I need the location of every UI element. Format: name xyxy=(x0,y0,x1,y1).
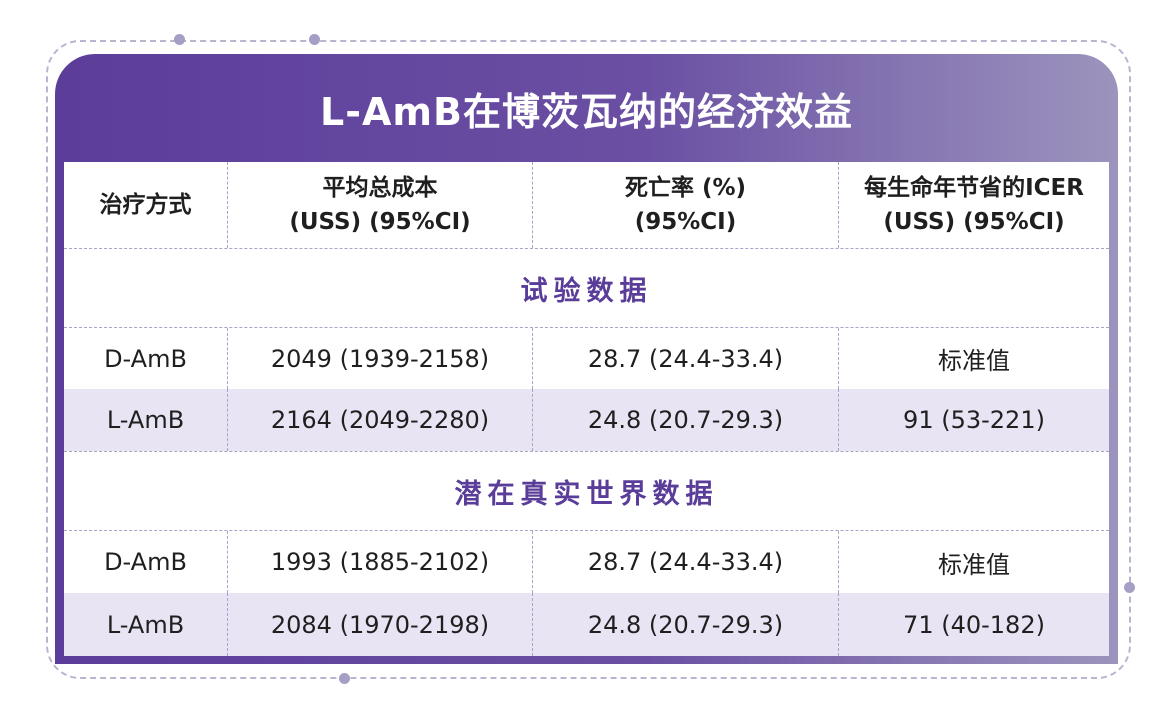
table-header-row: 治疗方式 平均总成本 (USS) (95%CI) 死亡率 (%) (95%CI)… xyxy=(64,162,1109,248)
cell-mortality: 28.7 (24.4-33.4) xyxy=(532,531,838,593)
header-cost-line1: 平均总成本 xyxy=(322,175,438,201)
divider xyxy=(64,530,1109,531)
divider xyxy=(64,451,1109,452)
section-title-real-world: 潜在真实世界数据 xyxy=(454,478,719,510)
table-row: L-AmB 2164 (2049-2280) 24.8 (20.7-29.3) … xyxy=(64,389,1109,451)
data-table: 治疗方式 平均总成本 (USS) (95%CI) 死亡率 (%) (95%CI)… xyxy=(64,162,1109,656)
divider xyxy=(64,248,1109,249)
decorative-dashed-frame xyxy=(46,40,1131,679)
cell-cost: 1993 (1885-2102) xyxy=(227,531,532,593)
header-mortality-line2: (95%CI) xyxy=(634,209,737,235)
decorative-dot xyxy=(1124,582,1135,593)
cell-cost: 2084 (1970-2198) xyxy=(227,593,532,656)
header-mortality: 死亡率 (%) (95%CI) xyxy=(532,162,838,248)
economic-benefit-card: L-AmB在博茨瓦纳的经济效益 治疗方式 平均总成本 (USS) (95%CI)… xyxy=(55,54,1118,664)
table-row: D-AmB 2049 (1939-2158) 28.7 (24.4-33.4) … xyxy=(64,328,1109,389)
cell-cost: 2164 (2049-2280) xyxy=(227,389,532,451)
cell-treatment: D-AmB xyxy=(104,548,187,576)
header-cost: 平均总成本 (USS) (95%CI) xyxy=(227,162,532,248)
header-cost-line2: (USS) (95%CI) xyxy=(289,209,471,235)
cell-icer: 91 (53-221) xyxy=(838,389,1109,451)
divider xyxy=(64,327,1109,328)
cell-cost: 2049 (1939-2158) xyxy=(227,328,532,389)
cell-icer: 71 (40-182) xyxy=(838,593,1109,656)
decorative-dot xyxy=(339,673,350,684)
section-title-trial: 试验数据 xyxy=(520,275,653,307)
cell-mortality: 24.8 (20.7-29.3) xyxy=(532,389,838,451)
page-title: L-AmB在博茨瓦纳的经济效益 xyxy=(320,89,853,134)
header-icer: 每生命年节省的ICER (USS) (95%CI) xyxy=(838,162,1109,248)
cell-mortality: 28.7 (24.4-33.4) xyxy=(532,328,838,389)
cell-treatment: D-AmB xyxy=(104,344,187,373)
cell-icer: 标准值 xyxy=(838,328,1109,389)
cell-treatment: L-AmB xyxy=(106,406,185,434)
decorative-dot xyxy=(309,34,320,45)
header-icer-line1: 每生命年节省的ICER xyxy=(864,175,1084,201)
header-mortality-line1: 死亡率 (%) xyxy=(624,175,747,201)
cell-mortality: 24.8 (20.7-29.3) xyxy=(532,593,838,656)
header-treatment: 治疗方式 xyxy=(64,162,227,248)
cell-treatment: L-AmB xyxy=(106,610,185,639)
header-icer-line2: (USS) (95%CI) xyxy=(883,209,1065,235)
decorative-dot xyxy=(174,34,185,45)
table-row: D-AmB 1993 (1885-2102) 28.7 (24.4-33.4) … xyxy=(64,531,1109,593)
header-treatment-label: 治疗方式 xyxy=(99,192,192,218)
table-row: L-AmB 2084 (1970-2198) 24.8 (20.7-29.3) … xyxy=(64,593,1109,656)
cell-icer: 标准值 xyxy=(838,531,1109,593)
